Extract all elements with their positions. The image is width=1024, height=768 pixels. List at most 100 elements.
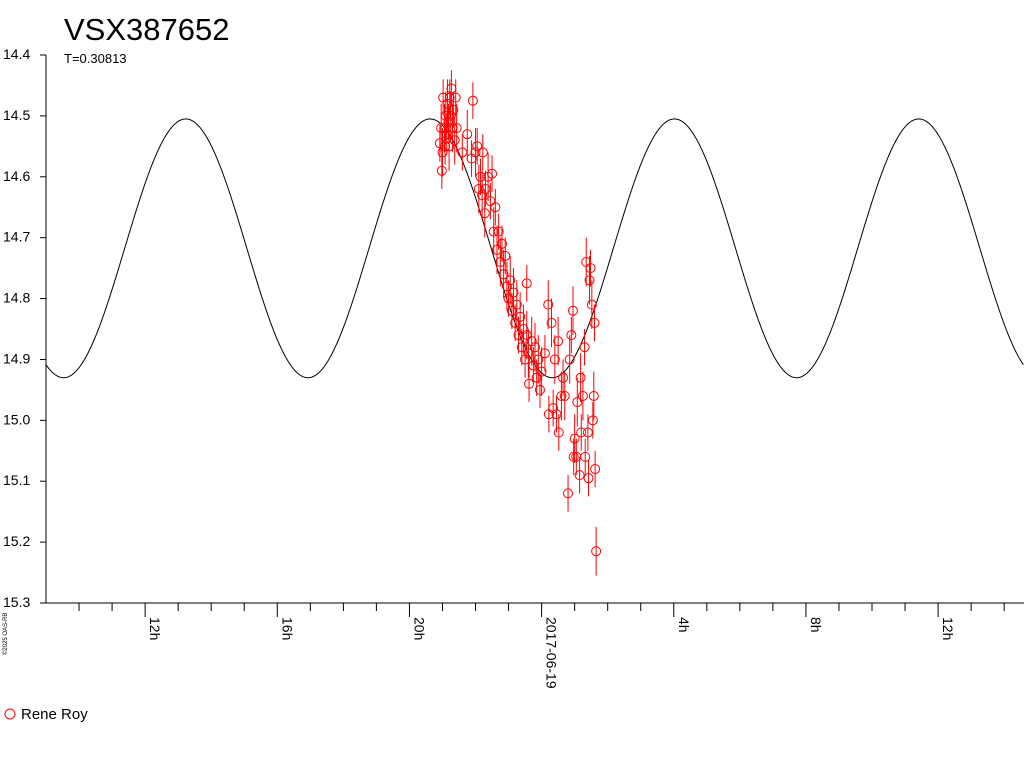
data-point [588,390,599,401]
data-point [503,293,514,304]
data-point [506,305,517,316]
data-point [440,141,451,152]
data-point [472,141,483,152]
data-point [437,147,448,158]
data-point [441,129,452,140]
data-point [553,427,564,438]
data-point [500,250,511,261]
data-point [568,451,579,462]
chart-subtitle: T=0.30813 [64,51,127,66]
data-point [467,95,478,106]
data-point [450,92,461,103]
data-point [577,390,588,401]
data-point [521,330,532,341]
data-point [539,348,550,359]
data-point [516,342,527,353]
x-tick-label: 2017-06-19 [544,617,560,689]
data-point [558,372,569,383]
data-point [569,433,580,444]
x-axis: 12h 16h 20h 2017-06-19 4h 8h 12h [46,602,1024,689]
data-point [528,360,539,371]
data-point [434,138,445,149]
data-point [582,427,593,438]
data-point [442,98,453,109]
data-point [553,336,564,347]
data-point [576,427,587,438]
x-tick-label: 8h [808,617,824,633]
data-point [518,324,529,334]
data-point [451,123,462,134]
data-point [470,147,481,158]
data-point [585,263,596,274]
x-tick-label: 4h [676,617,692,633]
data-point [575,372,586,383]
data-point [490,202,501,213]
y-tick-label: 14.9 [3,350,30,366]
data-point [498,269,509,280]
data-point [477,190,488,201]
data-point [530,342,540,353]
data-point [590,464,601,475]
data-point [563,488,574,499]
data-point [508,287,519,298]
data-point [584,275,595,286]
legend: Rene Roy [4,706,88,723]
data-point [589,317,600,328]
data-point [493,226,504,237]
data-point [556,390,567,401]
data-point [473,183,484,194]
data-point [436,165,447,176]
data-point [475,171,486,182]
y-tick-label: 15.2 [3,533,30,549]
data-point [536,366,547,377]
data-point [513,330,524,341]
data-point [531,372,542,383]
data-point [548,403,559,414]
data-point [449,135,460,146]
data-point [534,384,545,395]
data-point [543,299,554,310]
data-point [566,330,577,341]
y-tick-label: 14.5 [3,107,30,123]
data-point [436,123,447,134]
data-point [521,278,532,289]
data-point [457,147,468,158]
data-point [533,354,544,365]
chart-title: VSX387652 [64,12,229,47]
data-point [572,397,583,408]
data-point [586,299,597,310]
y-tick-label: 14.4 [3,46,30,62]
data-point [477,147,488,158]
data-point [551,409,562,420]
y-tick-label: 14.7 [3,229,30,245]
data-point [559,390,570,401]
data-point [480,183,491,194]
data-point [492,244,503,255]
data-point [444,141,455,152]
data-point [564,354,575,365]
copyright-mark: ©2025 OAS-RB [2,613,9,655]
legend-label: Rene Roy [21,706,88,723]
data-point [496,238,507,249]
y-tick-label: 15.3 [3,594,30,610]
y-tick-label: 14.8 [3,290,30,306]
x-tick-label: 12h [147,617,163,640]
x-tick-label: 20h [411,617,427,640]
data-point [462,129,473,140]
y-tick-label: 15.1 [3,472,30,488]
data-point [567,305,578,316]
data-point [591,546,602,557]
data-point [487,168,498,179]
data-point [579,342,590,353]
x-tick-label: 16h [279,617,295,640]
data-point [511,299,522,310]
data-point [501,281,512,292]
data-point [587,415,598,426]
data-point [520,354,531,365]
data-point [510,317,521,328]
legend-marker [4,708,16,720]
data-point [485,196,496,207]
data-point [445,110,456,121]
y-tick-label: 15.0 [3,411,30,427]
